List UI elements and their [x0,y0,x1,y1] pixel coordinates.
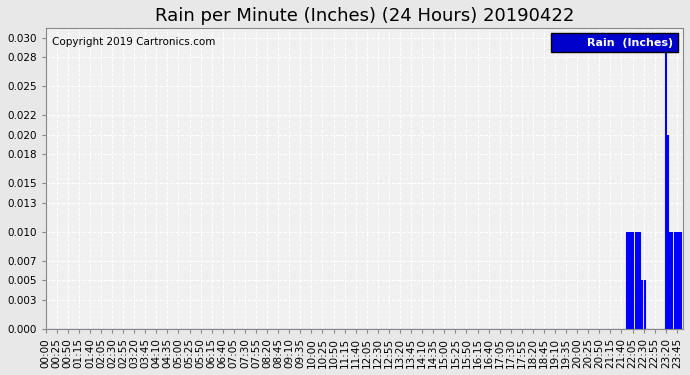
Text: Copyright 2019 Cartronics.com: Copyright 2019 Cartronics.com [52,37,215,47]
Title: Rain per Minute (Inches) (24 Hours) 20190422: Rain per Minute (Inches) (24 Hours) 2019… [155,7,574,25]
Legend: Rain  (Inches): Rain (Inches) [551,33,678,53]
